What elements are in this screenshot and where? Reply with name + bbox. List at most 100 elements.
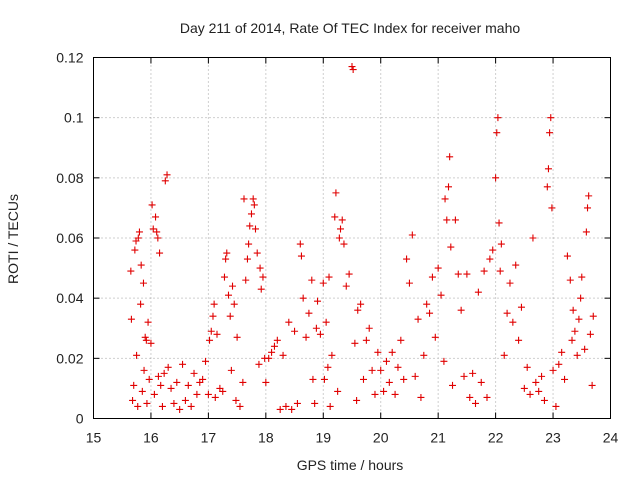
data-point — [302, 333, 310, 341]
data-point — [141, 333, 149, 341]
data-point — [548, 204, 556, 212]
data-point — [497, 240, 505, 248]
data-point — [184, 381, 192, 389]
data-point — [335, 234, 343, 242]
data-point — [223, 249, 231, 257]
data-point — [374, 348, 382, 356]
data-point — [145, 375, 153, 383]
data-point — [577, 294, 585, 302]
x-tick-label: 22 — [488, 430, 504, 446]
data-point — [397, 336, 405, 344]
data-point — [202, 357, 210, 365]
data-point — [340, 240, 348, 248]
data-point — [544, 165, 552, 173]
data-point — [246, 222, 254, 230]
data-point — [242, 276, 250, 284]
data-point — [299, 294, 307, 302]
data-point — [493, 129, 501, 137]
data-point — [245, 240, 253, 248]
data-point — [154, 372, 162, 380]
data-point — [443, 216, 451, 224]
data-point — [532, 378, 540, 386]
data-point — [588, 381, 596, 389]
data-point — [377, 366, 385, 374]
data-point — [127, 267, 135, 275]
data-point — [204, 390, 212, 398]
data-point — [249, 195, 257, 203]
x-tick-label: 18 — [258, 430, 274, 446]
data-point — [495, 219, 503, 227]
data-point — [322, 318, 330, 326]
data-point — [535, 387, 543, 395]
data-point — [229, 282, 237, 290]
data-points — [127, 63, 597, 413]
data-point — [483, 393, 491, 401]
data-point — [586, 330, 594, 338]
data-point — [222, 255, 230, 263]
data-point — [520, 384, 528, 392]
y-tick-label: 0.02 — [56, 350, 83, 366]
data-point — [308, 276, 316, 284]
data-point — [176, 405, 184, 413]
x-tick-label: 23 — [545, 430, 561, 446]
data-point — [540, 396, 548, 404]
data-point — [291, 327, 299, 335]
data-point — [247, 210, 255, 218]
data-point — [371, 390, 379, 398]
y-tick-label: 0.08 — [56, 170, 83, 186]
data-point — [486, 255, 494, 263]
data-point — [451, 216, 459, 224]
data-point — [351, 339, 359, 347]
data-point — [157, 381, 165, 389]
plot-frame — [93, 57, 611, 419]
data-point — [420, 351, 428, 359]
data-point — [311, 399, 319, 407]
data-point — [259, 273, 267, 281]
data-point — [137, 300, 145, 308]
data-point — [589, 312, 597, 320]
data-point — [209, 312, 217, 320]
x-tick-label: 16 — [143, 430, 159, 446]
data-point — [434, 264, 442, 272]
data-point — [474, 288, 482, 296]
x-tick-label: 19 — [315, 430, 331, 446]
data-point — [255, 360, 263, 368]
data-point — [314, 297, 322, 305]
data-point — [179, 360, 187, 368]
data-point — [506, 279, 514, 287]
axis-ticks — [93, 57, 611, 419]
data-point — [210, 300, 218, 308]
data-point — [561, 375, 569, 383]
data-point — [236, 402, 244, 410]
data-point — [207, 327, 215, 335]
x-tick-label: 21 — [430, 430, 446, 446]
data-point — [380, 387, 388, 395]
data-point — [226, 312, 234, 320]
data-point — [219, 387, 227, 395]
data-point — [148, 201, 156, 209]
data-point — [309, 375, 317, 383]
data-point — [512, 261, 520, 269]
data-point — [262, 378, 270, 386]
data-point — [337, 225, 345, 233]
data-point — [139, 279, 147, 287]
x-tick-label: 20 — [373, 430, 389, 446]
data-point — [431, 333, 439, 341]
data-point — [517, 303, 525, 311]
data-point — [362, 336, 370, 344]
data-point — [382, 357, 390, 365]
data-point — [509, 318, 517, 326]
data-point — [492, 174, 500, 182]
data-point — [265, 354, 273, 362]
data-point — [423, 300, 431, 308]
data-point — [153, 228, 161, 236]
data-point — [230, 300, 238, 308]
data-point — [332, 189, 340, 197]
data-point — [232, 396, 240, 404]
data-point — [328, 351, 336, 359]
data-point — [130, 381, 138, 389]
data-point — [273, 336, 281, 344]
data-point — [133, 351, 141, 359]
data-point — [158, 402, 166, 410]
